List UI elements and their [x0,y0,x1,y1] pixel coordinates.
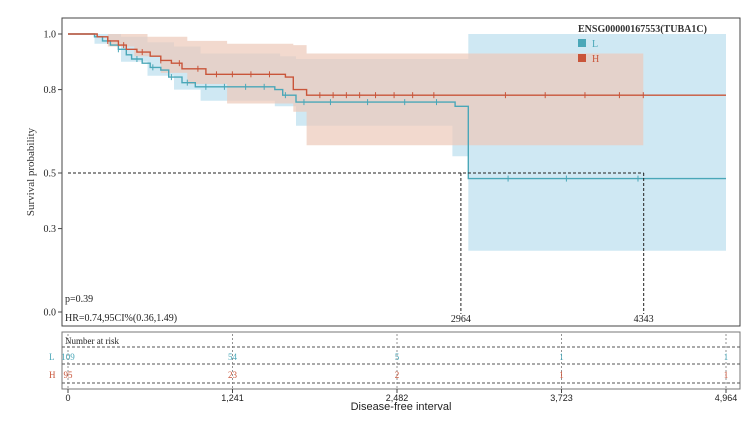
risk-count-l: 1 [559,352,564,362]
median-time-label: 2964 [451,314,471,325]
median-reference-lines: 2964 4343 [68,172,654,325]
risk-count-h: 1 [724,370,729,380]
x-tick-label: 0 [65,393,70,403]
y-tick-label: 0.3 [44,224,57,235]
y-tick-label: 0.0 [44,308,57,319]
survival-curve-l [68,33,726,180]
risk-count-h: 1 [559,370,564,380]
x-tick-label: 4,964 [715,393,738,403]
x-tick-label: 3,723 [550,393,573,403]
ci-band-h [68,34,644,146]
y-tick-label: 0.5 [44,169,57,180]
risk-count-h: 23 [228,370,238,380]
risk-table-cells: 109 95 54 23 5 2 1 1 1 1 [61,334,728,389]
x-axis-label: Disease-free interval [351,401,452,413]
risk-row-label-l: L [49,352,55,362]
risk-row-label-h: H [49,370,56,380]
risk-count-h: 2 [395,370,400,380]
legend-swatch-h [578,54,586,62]
y-axis-label: Survival probability [25,127,37,216]
plot-frame [61,17,741,327]
legend: ENSG00000167553(TUBA1C) L H [578,24,707,65]
legend-title: ENSG00000167553(TUBA1C) [578,24,707,35]
x-tick-label: 1,241 [221,393,244,403]
legend-swatch-l [578,39,586,47]
censor-marks [107,37,644,182]
risk-count-l: 109 [61,352,75,362]
risk-table-frame [61,331,741,390]
p-value-annotation: p=0.39 [65,294,93,305]
x-tick-label: 2,482 [386,393,409,403]
y-axis: 0.0 0.3 0.5 0.8 1.0 [44,30,62,319]
y-tick-label: 0.8 [44,85,57,96]
median-time-label: 4343 [634,314,654,325]
hazard-ratio-annotation: HR=0.74,95CI%(0.36,1.49) [65,313,177,324]
risk-count-l: 54 [228,352,238,362]
legend-label-l: L [592,39,598,50]
risk-table: Number at risk L H 109 95 54 23 5 2 1 1 1 1 [49,331,741,390]
x-axis: 0 1,241 2,482 3,723 4,964 [65,389,737,403]
confidence-bands [68,34,726,251]
risk-count-h: 95 [64,370,74,380]
risk-count-l: 5 [395,352,400,362]
y-tick-label: 1.0 [44,30,57,41]
risk-count-l: 1 [724,352,729,362]
legend-label-h: H [592,54,599,65]
risk-table-title: Number at risk [65,336,119,346]
